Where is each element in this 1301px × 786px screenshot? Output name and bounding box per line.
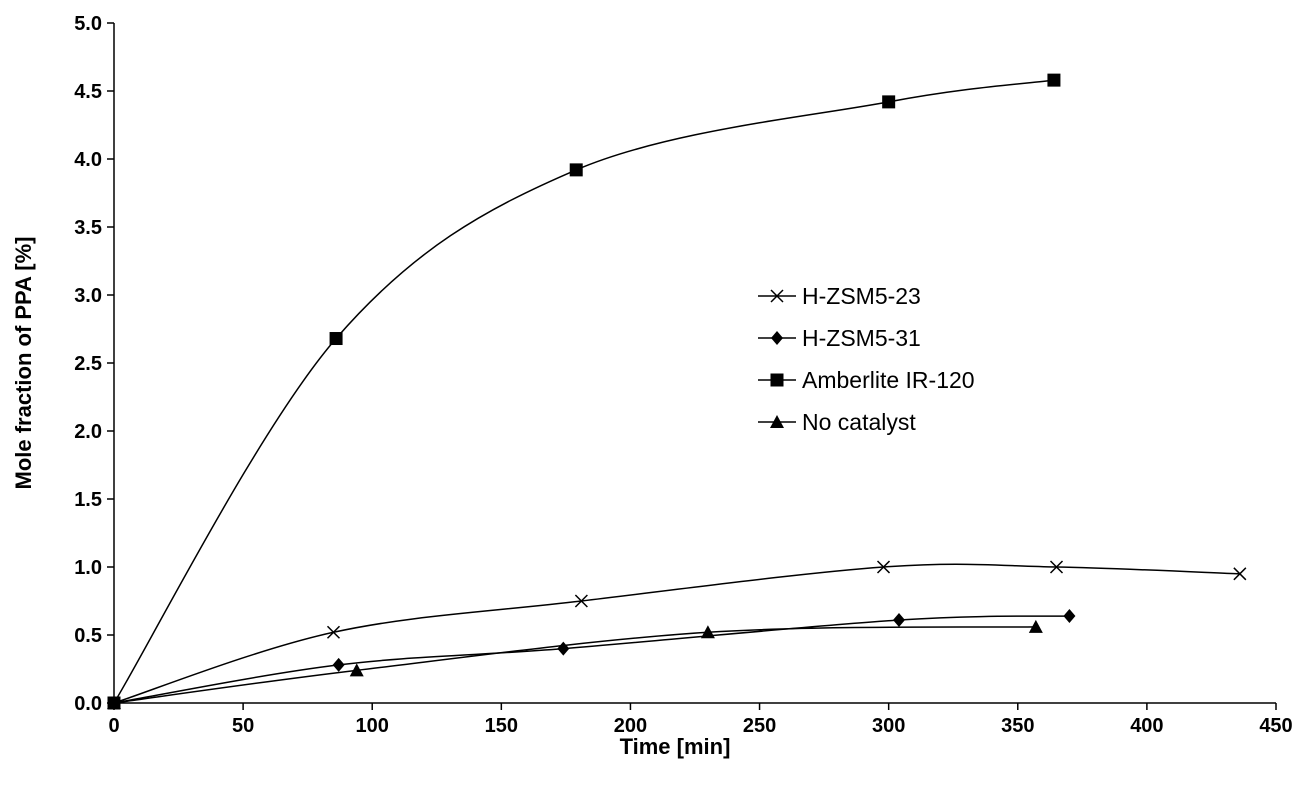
legend-label: Amberlite IR-120	[802, 367, 975, 393]
x-tick-label: 300	[872, 715, 905, 737]
x-axis-title: Time [min]	[620, 734, 731, 759]
legend-item: No catalyst	[758, 409, 916, 435]
data-point	[1028, 619, 1043, 633]
legend-marker	[770, 289, 784, 303]
y-tick-label: 5.0	[74, 13, 102, 35]
x-tick-label: 150	[485, 715, 518, 737]
data-point	[349, 663, 364, 677]
y-axis-title: Mole fraction of PPA [%]	[11, 237, 36, 490]
y-tick-label: 3.0	[74, 285, 102, 307]
data-point	[107, 696, 121, 709]
data-point	[332, 657, 345, 672]
data-point	[569, 163, 583, 177]
y-tick-label: 2.0	[74, 421, 102, 443]
data-point	[1047, 73, 1061, 87]
data-point	[329, 332, 343, 346]
legend-item: Amberlite IR-120	[758, 367, 975, 393]
data-point	[700, 625, 715, 639]
series-line	[113, 615, 1070, 704]
legend: H-ZSM5-23 H-ZSM5-31 Amberlite IR-120 No cat…	[758, 283, 975, 435]
axes: 0.0 0.5 1.0 1.5 2.0 2.5 3.0 3.5 4.0 4.5 5.0 0 50 100 1…	[74, 13, 1293, 737]
series-line	[113, 626, 1036, 704]
data-point	[326, 625, 341, 639]
x-tick-label: 450	[1259, 715, 1292, 737]
data-point	[1049, 560, 1064, 574]
legend-label: H-ZSM5-23	[802, 283, 921, 309]
data-point	[1063, 608, 1076, 623]
legend-label: H-ZSM5-31	[802, 325, 921, 351]
x-tick-label: 50	[232, 715, 254, 737]
legend-marker	[770, 415, 784, 428]
series-amberlite-ir-120	[107, 73, 1061, 710]
legend-item: H-ZSM5-31	[758, 325, 921, 351]
series-no-catalyst	[107, 619, 1043, 709]
y-tick-label: 1.5	[74, 489, 102, 511]
data-point	[892, 613, 905, 628]
legend-label: No catalyst	[802, 409, 916, 435]
series-layer	[107, 73, 1247, 710]
x-tick-label: 100	[356, 715, 389, 737]
legend-item: H-ZSM5-23	[758, 283, 921, 309]
x-tick-label: 350	[1001, 715, 1034, 737]
legend-marker	[770, 373, 784, 387]
y-tick-label: 1.0	[74, 557, 102, 579]
y-tick-label: 2.5	[74, 353, 102, 375]
x-tick-label: 200	[614, 715, 647, 737]
x-tick-label: 0	[108, 715, 119, 737]
legend-marker	[771, 331, 783, 345]
y-tick-label: 3.5	[74, 217, 102, 239]
y-tick-label: 0.0	[74, 693, 102, 715]
data-point	[876, 560, 891, 574]
series-line	[113, 79, 1055, 704]
series-line	[113, 563, 1240, 704]
data-point	[574, 594, 588, 608]
x-tick-label: 250	[743, 715, 776, 737]
data-point	[557, 641, 570, 656]
data-point	[882, 95, 896, 109]
series-h-zsm5-31	[108, 608, 1076, 710]
y-tick-label: 4.0	[74, 149, 102, 171]
data-point	[1233, 567, 1247, 581]
x-tick-label: 400	[1130, 715, 1163, 737]
y-tick-label: 0.5	[74, 625, 102, 647]
y-tick-label: 4.5	[74, 81, 102, 103]
